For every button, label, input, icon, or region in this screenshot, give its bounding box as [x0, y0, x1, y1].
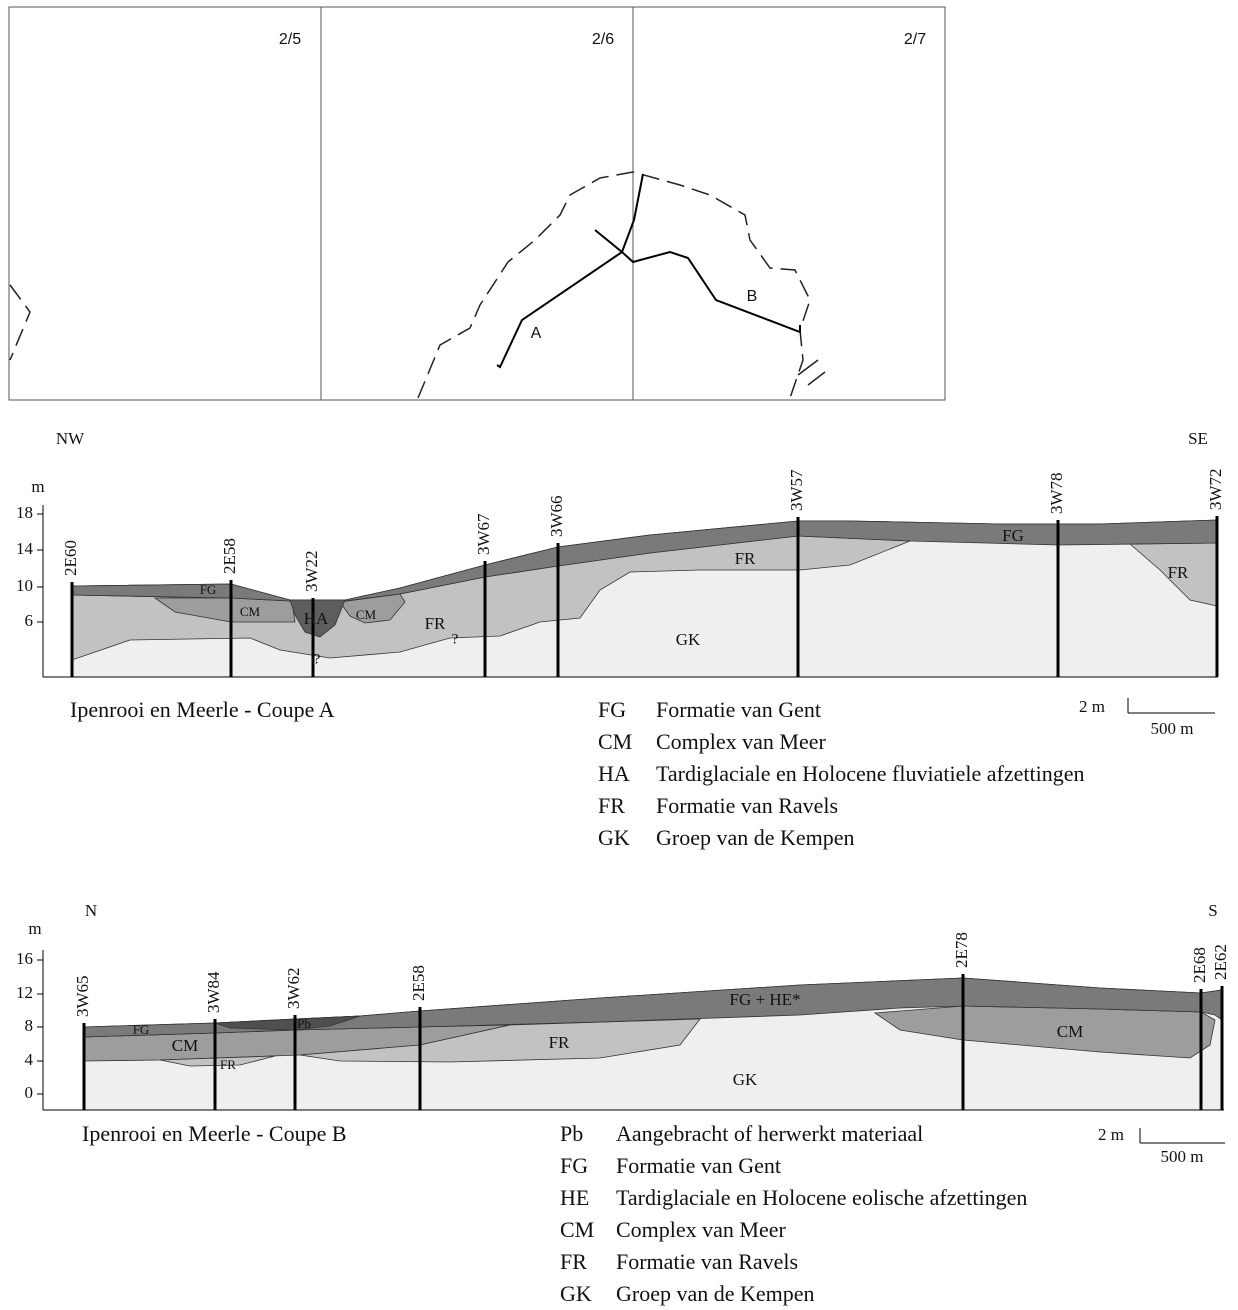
- legend-code: CM: [560, 1217, 594, 1242]
- legend-name: Groep van de Kempen: [616, 1281, 815, 1306]
- axis-unit: m: [31, 477, 44, 496]
- unit-label: FR: [549, 1033, 570, 1052]
- unit-label: FR: [425, 614, 446, 633]
- borehole-label: 3W22: [302, 550, 321, 592]
- unit-label: CM: [1057, 1022, 1083, 1041]
- section-title: Ipenrooi en Meerle - Coupe A: [70, 697, 335, 722]
- outline: [418, 172, 810, 398]
- unit-label: GK: [733, 1070, 758, 1089]
- map: [9, 7, 945, 400]
- legend-name: Tardiglaciale en Holocene fluviatiele af…: [656, 761, 1084, 786]
- scale-label: 500 m: [1151, 719, 1194, 738]
- legend-name: Complex van Meer: [616, 1217, 787, 1242]
- borehole-label: 2E78: [952, 932, 971, 968]
- borehole-label: 3W78: [1047, 472, 1066, 514]
- direction-label: SE: [1188, 429, 1208, 448]
- unit-label: FG + HE*: [730, 990, 801, 1009]
- scale-label: 2 m: [1098, 1125, 1124, 1144]
- borehole-label: 3W62: [284, 967, 303, 1009]
- legend-name: Groep van de Kempen: [656, 825, 855, 850]
- axis-unit: m: [28, 919, 41, 938]
- legend-name: Formatie van Ravels: [616, 1249, 798, 1274]
- legend-code: GK: [598, 825, 630, 850]
- sheet-label: 2/5: [279, 31, 301, 48]
- borehole-label: 2E58: [409, 965, 428, 1001]
- map-frame: [9, 7, 945, 400]
- scale-label: 500 m: [1161, 1147, 1204, 1166]
- unit-label: FG: [1002, 526, 1024, 545]
- borehole-label: 2E68: [1190, 947, 1209, 983]
- line-label: A: [531, 325, 542, 342]
- legend-code: CM: [598, 729, 632, 754]
- direction-label: S: [1208, 901, 1217, 920]
- scale-label: 2 m: [1079, 697, 1105, 716]
- sheet-label: 2/7: [904, 31, 926, 48]
- unit-label: FG: [200, 582, 217, 597]
- y-tick-label: 4: [25, 1050, 34, 1069]
- y-tick-label: 18: [16, 503, 33, 522]
- direction-label: NW: [56, 429, 85, 448]
- borehole-label: 2E62: [1211, 944, 1230, 980]
- legend-code: HA: [598, 761, 630, 786]
- borehole-label: 3W84: [204, 971, 223, 1013]
- section-title: Ipenrooi en Meerle - Coupe B: [82, 1121, 347, 1146]
- legend-code: Pb: [560, 1121, 583, 1146]
- legend-code: FR: [598, 793, 625, 818]
- direction-label: N: [85, 901, 97, 920]
- borehole-label: 3W72: [1206, 468, 1225, 510]
- legend-name: Complex van Meer: [656, 729, 827, 754]
- legend-name: Formatie van Gent: [656, 697, 821, 722]
- unit-label: ?: [314, 651, 321, 667]
- unit-label: FR: [735, 549, 756, 568]
- legend-name: Formatie van Ravels: [656, 793, 838, 818]
- unit-label: GK: [676, 630, 701, 649]
- legend-name: Tardiglaciale en Holocene eolische afzet…: [616, 1185, 1027, 1210]
- y-tick-label: 16: [16, 949, 33, 968]
- outline: [10, 285, 30, 360]
- borehole-label: 3W65: [73, 975, 92, 1017]
- borehole-label: 2E60: [61, 540, 80, 576]
- legend-code: FR: [560, 1249, 587, 1274]
- y-tick-label: 12: [16, 983, 33, 1002]
- unit-label: ?: [452, 631, 459, 647]
- borehole-label: 3W67: [474, 513, 493, 555]
- y-tick-label: 0: [25, 1083, 34, 1102]
- legend-name: Aangebracht of herwerkt materiaal: [616, 1121, 923, 1146]
- unit-label: FR: [220, 1057, 236, 1072]
- borehole-label: 3W57: [787, 469, 806, 511]
- page: 2/5 2/6 2/7 A B NW SE m 18 14 10 6 2E60 2E58 3W22…: [0, 0, 1238, 1310]
- unit-label: FG: [133, 1022, 150, 1037]
- sheet-label: 2/6: [592, 31, 614, 48]
- legend-code: HE: [560, 1185, 589, 1210]
- borehole-label: 3W66: [547, 495, 566, 537]
- unit-label: CM: [356, 607, 377, 622]
- unit-label: Pb: [297, 1016, 311, 1031]
- y-tick-label: 6: [25, 611, 34, 630]
- unit-label: CM: [172, 1036, 198, 1055]
- legend-name: Formatie van Gent: [616, 1153, 781, 1178]
- section-b: [84, 978, 1222, 1110]
- unit-label: CM: [240, 604, 261, 619]
- unit-label: HA: [304, 609, 329, 628]
- y-tick-label: 8: [25, 1016, 34, 1035]
- unit-label: FR: [1168, 563, 1189, 582]
- line-label: B: [747, 288, 758, 305]
- borehole-label: 2E58: [220, 538, 239, 574]
- y-tick-label: 14: [16, 539, 34, 558]
- section-a: [72, 520, 1217, 677]
- legend-code: FG: [598, 697, 626, 722]
- section-line: [497, 174, 800, 367]
- legend-code: FG: [560, 1153, 588, 1178]
- legend-code: GK: [560, 1281, 592, 1306]
- y-tick-label: 10: [16, 576, 33, 595]
